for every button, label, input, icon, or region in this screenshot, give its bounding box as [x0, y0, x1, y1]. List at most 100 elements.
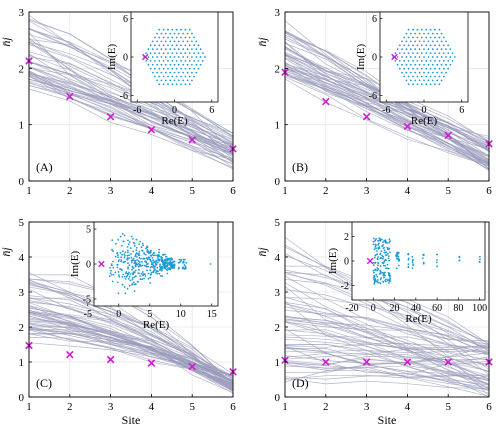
inset-point — [160, 32, 163, 35]
inset-point — [431, 56, 434, 58]
inset-point — [173, 260, 176, 263]
inset-point — [420, 28, 423, 31]
ensemble-lines — [284, 237, 490, 398]
inset-point — [117, 256, 119, 259]
inset-point — [425, 75, 428, 78]
data-marker — [147, 359, 156, 367]
data-marker-stroke — [147, 359, 156, 367]
inset-point — [119, 235, 122, 238]
inset-point — [388, 259, 391, 262]
inset-point — [436, 259, 438, 261]
inset-point — [119, 251, 122, 254]
inset-point — [383, 261, 386, 263]
inset-point — [171, 28, 174, 31]
inset-point — [141, 271, 144, 273]
y-tick-label: 1 — [19, 357, 25, 369]
inset-point — [438, 36, 441, 39]
inset-point — [418, 56, 421, 58]
x-tick-label: 4 — [149, 401, 155, 413]
x-tick-label: 4 — [149, 185, 155, 197]
inset-point — [188, 75, 191, 78]
inset-point — [154, 67, 156, 70]
inset-point — [162, 254, 165, 256]
y-tick-label: 5 — [19, 217, 25, 229]
inset-point — [145, 52, 148, 54]
inset-y-tick-label: -6 — [120, 91, 128, 102]
data-marker-stroke — [66, 92, 74, 101]
inset-point — [407, 60, 410, 62]
inset-point — [193, 52, 196, 54]
inset-point — [449, 63, 452, 66]
inset-point — [381, 262, 384, 264]
inset-point — [137, 253, 139, 256]
inset-point — [396, 56, 399, 58]
inset-point — [129, 273, 132, 275]
inset-point — [372, 264, 375, 267]
inset-point — [144, 253, 147, 256]
inset-point — [128, 284, 131, 287]
inset-point — [117, 254, 119, 256]
inset-point — [394, 52, 397, 54]
inset-point — [382, 241, 384, 244]
inset-point — [416, 52, 419, 54]
inset-point — [117, 292, 120, 295]
inset-y-tick-label: -2 — [341, 281, 349, 292]
inset-point — [383, 246, 385, 249]
inset-point — [193, 36, 196, 39]
inset-point — [160, 63, 163, 66]
inset-point — [111, 239, 114, 242]
inset-point — [156, 48, 159, 51]
inset-point — [431, 71, 434, 74]
inset-point — [130, 261, 133, 264]
inset-point — [156, 266, 159, 269]
inset-point — [169, 260, 172, 262]
inset-point — [175, 83, 178, 86]
inset-point — [139, 278, 142, 281]
inset-y-axis-label: Im(E) — [355, 44, 367, 71]
inset-plot: -6 0 6 -6 0 6 Re(E) Im(E) — [106, 11, 219, 127]
inset-point — [169, 56, 172, 58]
inset-point — [409, 32, 412, 35]
inset-marker-stroke — [366, 257, 374, 265]
inset-point — [385, 254, 388, 257]
inset-point — [167, 83, 169, 86]
inset-point — [116, 281, 119, 284]
inset-point — [377, 243, 380, 246]
inset-y-tick-label: 0 — [86, 260, 91, 271]
inset-point — [147, 48, 150, 51]
inset-point — [401, 56, 403, 58]
inset-point — [159, 263, 161, 266]
inset-point — [171, 52, 174, 54]
inset-point — [182, 261, 185, 264]
inset-point — [401, 63, 403, 66]
inset-point — [169, 48, 172, 51]
inset-point — [169, 79, 172, 82]
inset-point — [144, 273, 146, 276]
inset-point — [429, 44, 432, 47]
inset-point — [173, 71, 176, 74]
x-tick-label: 6 — [486, 185, 492, 197]
series-line — [28, 328, 234, 387]
inset-point — [154, 263, 157, 266]
inset-point — [171, 36, 174, 39]
inset-point — [184, 67, 187, 70]
inset-point — [140, 272, 143, 275]
x-tick-label: 3 — [108, 185, 114, 197]
data-marker — [106, 355, 115, 364]
series-line — [284, 363, 490, 390]
inset-point — [184, 36, 187, 39]
inset-x-tick-label: 5 — [147, 309, 152, 320]
inset-point — [374, 269, 377, 272]
inset-point — [385, 278, 387, 281]
inset-point — [191, 71, 193, 74]
inset-point — [405, 56, 408, 58]
inset-point — [143, 252, 146, 255]
inset-point — [423, 40, 425, 43]
inset-point — [434, 67, 436, 70]
inset-point — [141, 278, 143, 281]
inset-point — [121, 283, 124, 286]
series-line — [284, 275, 490, 361]
series-line — [28, 69, 234, 155]
inset-point — [429, 60, 432, 62]
